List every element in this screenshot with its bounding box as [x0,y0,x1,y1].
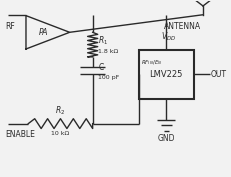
Text: $V_{DD}$: $V_{DD}$ [160,30,175,43]
Text: LMV225: LMV225 [149,70,182,79]
Text: PA: PA [38,28,48,37]
Text: ENABLE: ENABLE [5,130,35,139]
Text: 1.8 kΩ: 1.8 kΩ [98,49,118,54]
Text: $R_1$: $R_1$ [98,35,108,47]
Text: RF: RF [5,22,15,31]
Bar [138,50,193,99]
Text: 10 kΩ: 10 kΩ [51,131,69,136]
Text: $RF_{IN}/E_N$: $RF_{IN}/E_N$ [140,59,161,67]
Text: OUT: OUT [210,70,226,79]
Text: C: C [98,63,103,72]
Text: GND: GND [157,134,174,143]
Text: $R_2$: $R_2$ [55,104,65,117]
Text: 100 pF: 100 pF [98,75,119,81]
Text: ANTENNA: ANTENNA [163,22,200,31]
